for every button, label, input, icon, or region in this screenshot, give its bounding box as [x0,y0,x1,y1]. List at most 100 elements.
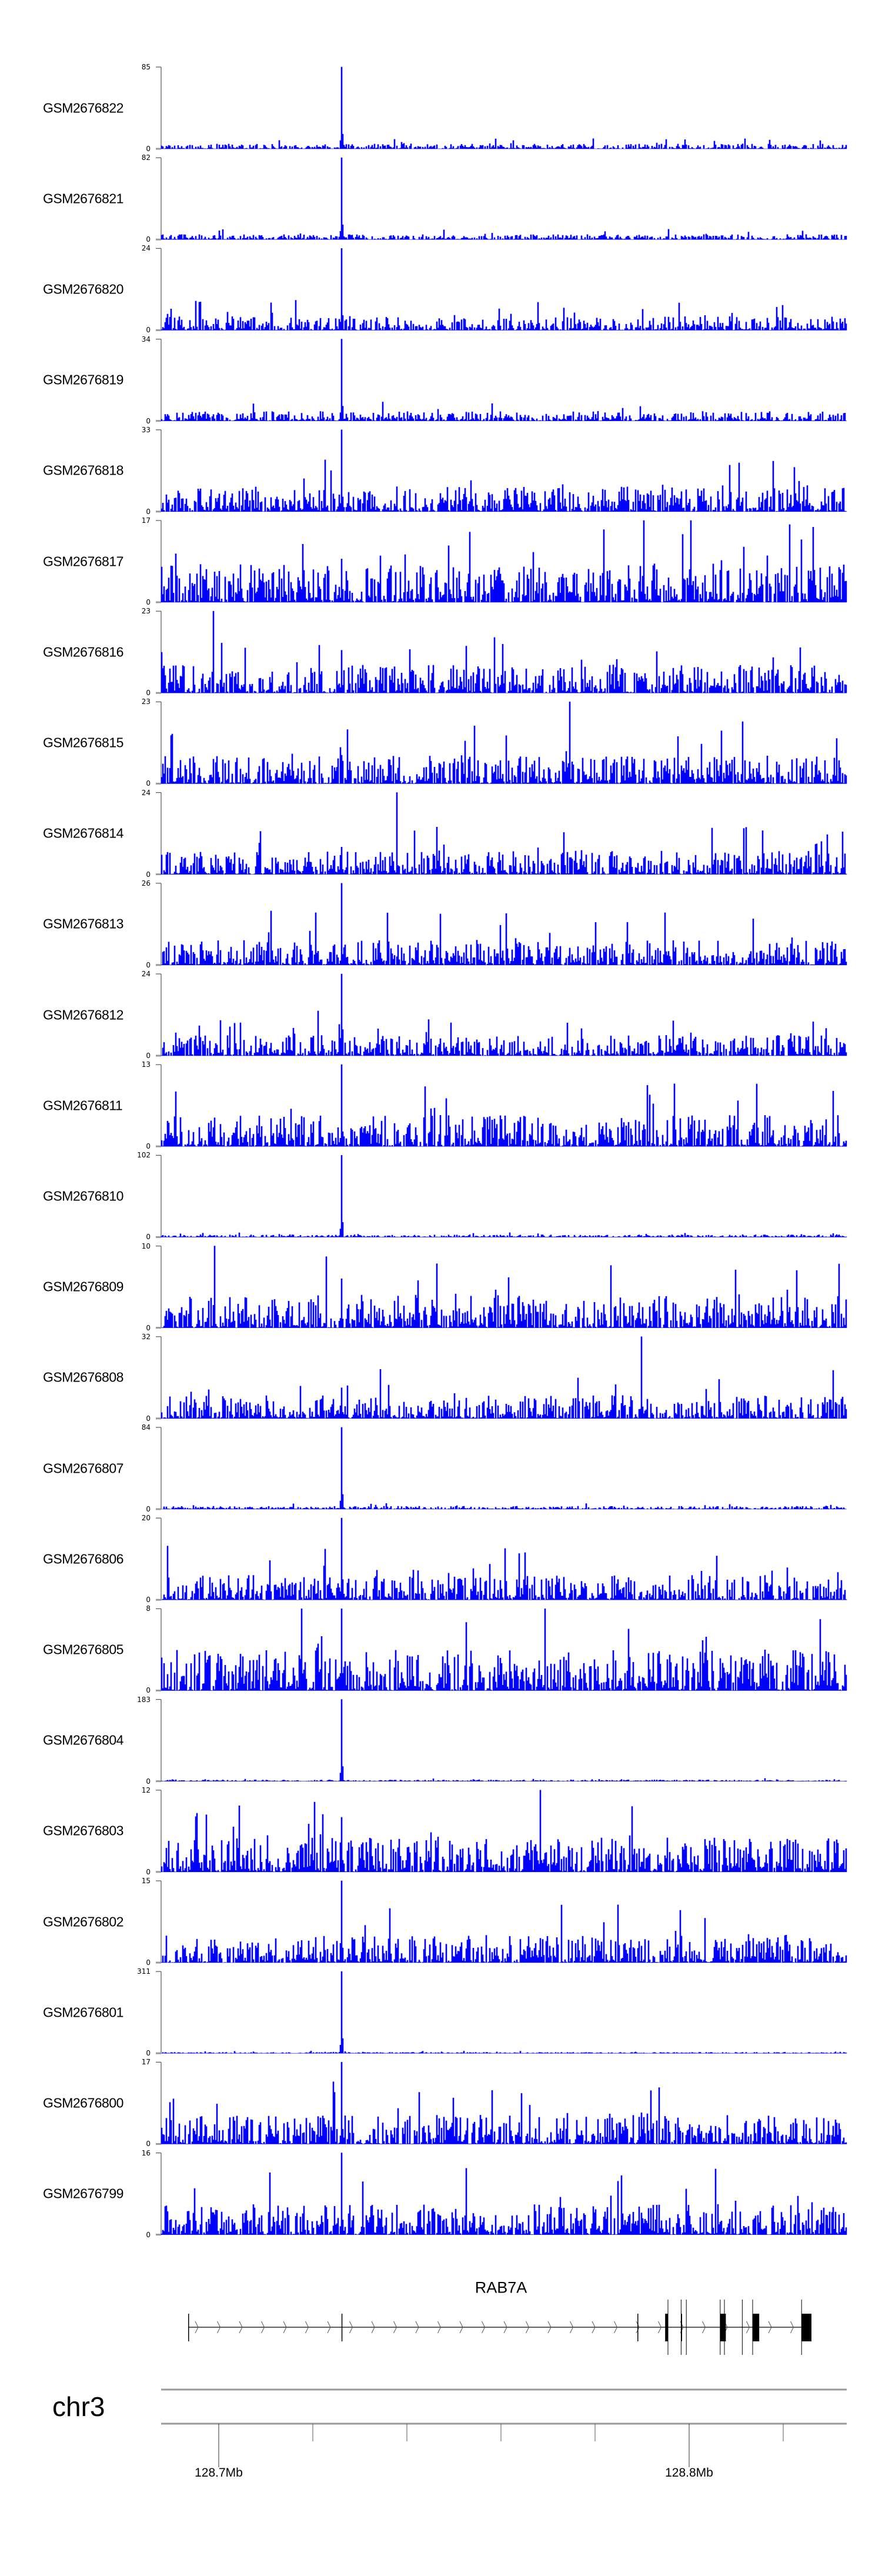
track-label: GSM2676802 [43,1914,123,1929]
track-label: GSM2676816 [43,644,123,660]
gene-name-label: RAB7A [475,2278,527,2297]
track-label: GSM2676804 [43,1732,123,1748]
y-tick-label-max: 32 [141,1332,151,1341]
signal-area-GSM2676799 [161,2153,847,2235]
strand-arrow-icon [217,2321,221,2334]
exon [801,2314,811,2341]
signal-area-GSM2676805 [161,1609,847,1691]
y-tick-label-min: 0 [146,779,151,788]
y-tick-label-max: 183 [137,1695,151,1704]
track-label: GSM2676813 [43,916,123,932]
y-tick-label-min: 0 [146,1052,151,1060]
y-tick-label-min: 0 [146,235,151,244]
axis-tick-label: 128.7Mb [195,2466,243,2480]
strand-arrow-icon [702,2321,706,2334]
strand-arrow-icon [195,2321,199,2334]
strand-arrow-icon [636,2321,640,2334]
signal-area-GSM2676812 [161,973,847,1056]
track-label: GSM2676808 [43,1369,123,1385]
y-tick-label-max: 15 [141,1877,151,1885]
y-tick-label-max: 13 [141,1060,151,1069]
y-tick-label-max: 20 [141,1514,151,1523]
strand-arrow-icon [305,2321,309,2334]
track-label: GSM2676819 [43,372,123,388]
y-tick-label-max: 17 [141,516,151,525]
track-label: GSM2676820 [43,281,123,297]
strand-arrow-icon [482,2321,486,2334]
signal-area-GSM2676813 [161,883,847,966]
y-tick-label-min: 0 [146,598,151,606]
strand-arrow-icon [768,2321,772,2334]
signal-area-GSM2676815 [161,702,847,784]
track-label: GSM2676815 [43,735,123,750]
signal-area-GSM2676808 [161,1336,847,1419]
y-tick-label-min: 0 [146,1323,151,1332]
strand-arrow-icon [459,2321,463,2334]
exon [720,2314,726,2341]
strand-arrow-icon [658,2321,662,2334]
signal-area-GSM2676800 [161,2062,847,2144]
y-tick-label-max: 17 [141,2058,151,2067]
y-tick-label-min: 0 [146,2140,151,2148]
exon [637,2314,639,2341]
strand-arrow-icon [746,2321,750,2334]
signal-area-GSM2676818 [161,429,847,512]
signal-area-GSM2676801 [161,1971,847,2054]
y-tick-label-min: 0 [146,960,151,969]
signal-area-GSM2676819 [161,339,847,421]
strand-arrow-icon [349,2321,353,2334]
y-tick-label-max: 8 [146,1604,151,1613]
signal-area-GSM2676810 [161,1155,847,1237]
signal-area-GSM2676814 [161,792,847,875]
y-tick-label-min: 0 [146,1596,151,1604]
y-tick-label-min: 0 [146,1233,151,1242]
exon [681,2314,682,2341]
y-tick-label-min: 0 [146,1414,151,1423]
y-tick-label-min: 0 [146,2049,151,2058]
signal-area-GSM2676811 [161,1064,847,1147]
y-tick-label-max: 24 [141,788,151,797]
track-label: GSM2676821 [43,191,123,206]
y-tick-label-max: 102 [137,1151,151,1160]
strand-arrow-icon [790,2321,794,2334]
y-tick-label-max: 24 [141,970,151,978]
track-label: GSM2676810 [43,1188,123,1204]
signal-area-GSM2676820 [161,248,847,331]
track-label: GSM2676817 [43,553,123,569]
strand-arrow-icon [327,2321,331,2334]
y-tick-label-min: 0 [146,326,151,335]
track-label: GSM2676803 [43,1823,123,1838]
y-tick-label-min: 0 [146,1686,151,1695]
y-tick-label-min: 0 [146,2230,151,2239]
strand-arrow-icon [371,2321,375,2334]
strand-arrow-icon [393,2321,397,2334]
signal-area-GSM2676816 [161,610,847,693]
y-tick-label-max: 26 [141,879,151,887]
exon [665,2314,668,2341]
signal-area-GSM2676807 [161,1427,847,1510]
y-tick-label-max: 33 [141,425,151,434]
strand-arrow-icon [547,2321,552,2334]
strand-arrow-icon [614,2321,618,2334]
y-tick-label-max: 12 [141,1786,151,1794]
strand-arrow-icon [283,2321,287,2334]
track-label: GSM2676812 [43,1007,123,1022]
y-tick-label-max: 82 [141,154,151,162]
track-label: GSM2676799 [43,2185,123,2201]
track-label: GSM2676806 [43,1551,123,1567]
y-tick-label-min: 0 [146,416,151,425]
y-tick-label-min: 0 [146,870,151,879]
y-tick-label-min: 0 [146,145,151,153]
exon [188,2314,189,2341]
strand-arrow-icon [526,2321,530,2334]
y-tick-label-min: 0 [146,507,151,516]
axis-tick-label: 128.8Mb [665,2466,713,2480]
strand-arrow-icon [437,2321,442,2334]
y-tick-label-max: 85 [141,63,151,71]
track-label: GSM2676800 [43,2095,123,2111]
y-tick-label-min: 0 [146,1958,151,1967]
signal-area-GSM2676803 [161,1790,847,1873]
exon [753,2314,760,2341]
strand-arrow-icon [570,2321,574,2334]
exon [341,2314,343,2341]
